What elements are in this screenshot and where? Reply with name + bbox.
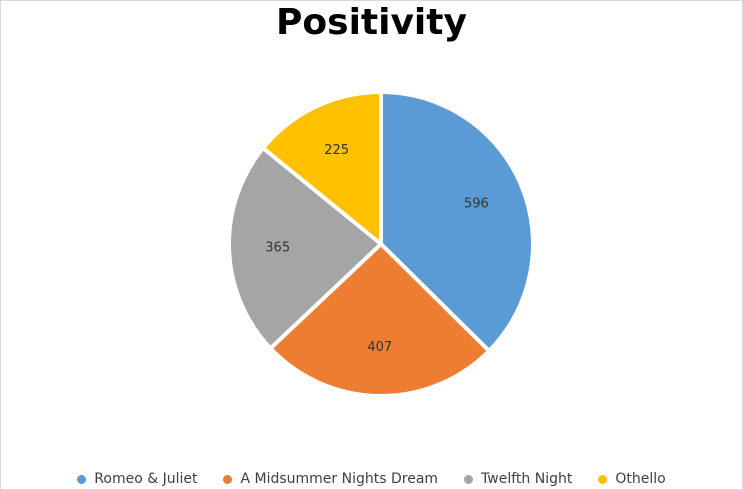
chart-legend: Romeo & Juliet A Midsummer Nights Dream Tw… [0,468,743,490]
data-label-1: 407 [367,340,392,355]
legend-item-3: Othello [598,471,666,487]
legend-label-2: Twelfth Night [481,471,573,487]
legend-marker-0 [77,474,87,484]
legend-marker-1 [223,474,233,484]
legend-label-1: A Midsummer Nights Dream [240,471,439,487]
legend-label-0: Romeo & Juliet [94,471,198,487]
legend-marker-3 [598,474,608,484]
pie-slice-1 [267,241,492,398]
legend-marker-2 [464,474,474,484]
pie-slice-2 [227,145,385,352]
data-label-0: 596 [464,197,489,212]
legend-item-0: Romeo & Juliet [77,471,197,487]
pie-slice-0 [379,89,535,354]
legend-item-1: A Midsummer Nights Dream [223,471,438,487]
data-label-2: 365 [265,240,290,255]
pie-slice-3 [260,89,383,249]
pie-chart: 596 407 365 225 [227,89,535,398]
chart-title: Positivity [276,2,467,43]
legend-item-2: Twelfth Night [464,471,572,487]
data-label-3: 225 [324,143,349,158]
legend-label-3: Othello [615,471,666,487]
